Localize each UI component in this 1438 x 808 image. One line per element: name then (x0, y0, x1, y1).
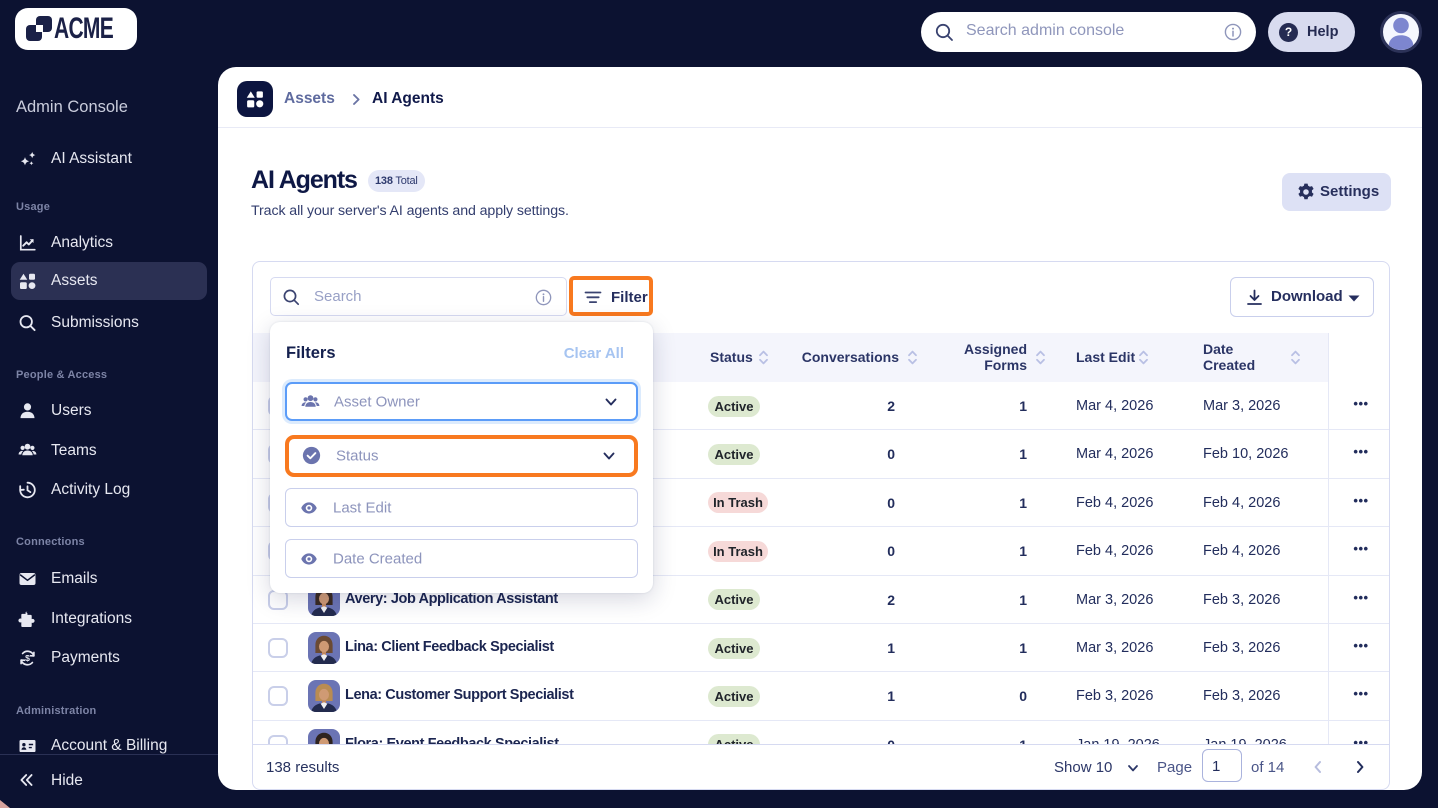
svg-text:$: $ (25, 653, 30, 663)
